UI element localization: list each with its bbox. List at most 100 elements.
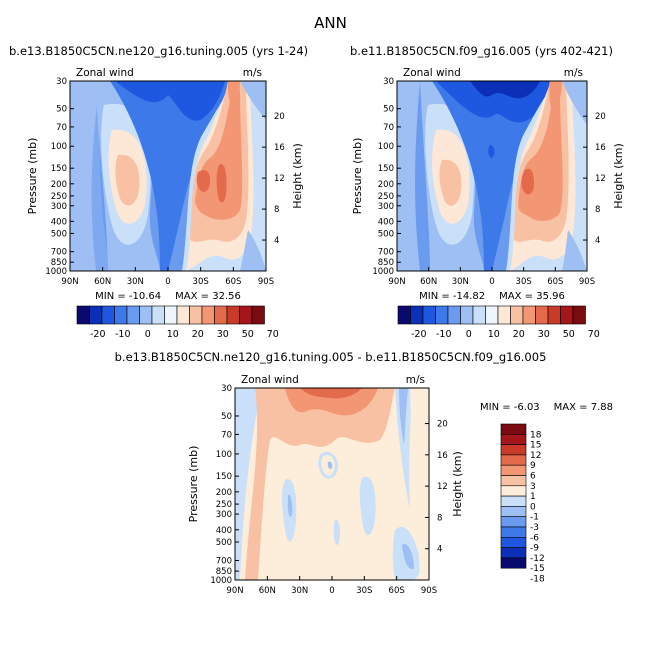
contour-fill (110, 81, 232, 271)
colorbar-label: 15 (530, 441, 541, 451)
colorbar-swatch (410, 305, 424, 325)
y-tick-label: 850 (378, 258, 394, 268)
y2-tick-label: 12 (274, 174, 285, 184)
colorbar-swatch (522, 305, 536, 325)
y-tick-label: 50 (221, 412, 232, 422)
panel-3-title: b.e13.B1850C5CN.ne120_g16.tuning.005 - b… (114, 350, 547, 364)
colorbar-swatch (500, 506, 527, 517)
y2-tick-label: 4 (437, 545, 442, 555)
colorbar-label: 0 (145, 329, 151, 340)
contour-fill (245, 388, 395, 580)
y-tick-label: 70 (383, 123, 394, 133)
colorbar-swatch (500, 433, 527, 445)
colorbar-swatch (164, 305, 178, 325)
colorbar-label: -6 (530, 533, 539, 543)
y2-tick-label: 16 (595, 143, 606, 153)
colorbar-label: 12 (530, 451, 541, 461)
units-label: m/s (564, 67, 583, 79)
colorbar-swatch (422, 305, 436, 325)
x-tick-label: 90N (388, 277, 405, 287)
contour-fill (562, 230, 587, 271)
colorbar-label: 30 (538, 329, 550, 340)
y2-tick-label: 16 (274, 143, 285, 153)
y-tick-label: 1000 (372, 267, 394, 277)
colorbar-swatch (500, 516, 527, 528)
colorbar-label: 20 (513, 329, 525, 340)
contour-fill (402, 544, 414, 570)
colorbar-swatch (500, 423, 527, 435)
colorbar-label: 50 (563, 329, 575, 340)
variable-label: Zonal wind (403, 67, 461, 79)
x-tick-label: 30N (127, 277, 144, 287)
y-tick-label: 200 (378, 180, 394, 190)
contour-fill (235, 388, 262, 580)
y-tick-label: 150 (378, 164, 394, 174)
colorbar-swatch (500, 557, 527, 569)
y2-axis: 20 16 12 8 4 (425, 420, 448, 555)
min-value: -14.82 (453, 291, 485, 302)
colorbar-swatch (560, 305, 574, 325)
colorbar-swatch (114, 305, 128, 325)
colorbar-swatch (89, 305, 103, 325)
colorbar-swatch (500, 454, 527, 466)
colorbar: -20 -10 0 10 20 30 50 70 (397, 305, 600, 340)
y-tick-label: 300 (51, 202, 67, 212)
panel-1-title: b.e13.B1850C5CN.ne120_g16.tuning.005 (yr… (9, 44, 309, 58)
colorbar: -20 -10 0 10 20 30 50 70 (76, 305, 279, 340)
y-tick-label: 70 (221, 430, 232, 440)
y2-tick-label: 8 (274, 205, 279, 215)
colorbar-swatch (572, 305, 586, 325)
y2-axis: 20 16 12 8 4 (583, 112, 606, 246)
x-tick-label: 0 (489, 277, 494, 287)
contour-fill (196, 170, 210, 192)
colorbar-swatch (176, 305, 190, 325)
colorbar-swatch (76, 305, 90, 325)
colorbar-swatch (500, 464, 527, 476)
colorbar-swatch (500, 444, 527, 456)
y-tick-label: 250 (216, 500, 232, 510)
y-tick-label: 850 (216, 567, 232, 577)
y-tick-label: 250 (51, 192, 67, 202)
contour-fill (333, 519, 341, 546)
panel-2-contours (397, 81, 587, 271)
colorbar-label: 6 (530, 472, 536, 482)
colorbar-label: -20 (411, 329, 427, 340)
colorbar-swatch (535, 305, 549, 325)
contour-fill (70, 81, 112, 271)
y-tick-label: 30 (221, 384, 232, 394)
contour-fill (216, 164, 227, 203)
min-max-stat: MIN = -6.03 MAX = 7.88 (480, 402, 613, 413)
colorbar-swatch (239, 305, 253, 325)
colorbar-swatch (472, 305, 486, 325)
max-value: 7.88 (591, 402, 613, 413)
colorbar-swatch (500, 475, 527, 487)
y-tick-label: 150 (51, 164, 67, 174)
colorbar-label: -15 (530, 564, 545, 574)
contour-fill (432, 81, 555, 271)
y2-tick-label: 20 (274, 112, 285, 122)
y-tick-label: 700 (51, 248, 67, 258)
colorbar-label: -9 (530, 544, 539, 554)
x-tick-label: 90S (579, 277, 595, 287)
contour-fill (399, 388, 408, 445)
y2-tick-label: 20 (595, 112, 606, 122)
colorbar-label: -10 (115, 329, 131, 340)
x-tick-label: 90N (61, 277, 78, 287)
panel-3-contours (235, 388, 429, 580)
colorbar-swatch (151, 305, 165, 325)
units-label: m/s (406, 374, 425, 386)
min-label: MIN = (95, 291, 129, 302)
colorbar-label: 1 (530, 492, 536, 502)
variable-label: Zonal wind (241, 374, 299, 386)
colorbar-swatch (201, 305, 215, 325)
x-axis: 90N 60N 30N 0 30S 60S 90S (61, 267, 274, 287)
x-tick-label: 0 (329, 586, 334, 596)
colorbar-label: 70 (267, 329, 279, 340)
colorbar-label: 10 (167, 329, 179, 340)
x-tick-label: 90S (258, 277, 274, 287)
y2-tick-label: 12 (595, 174, 606, 184)
y2-tick-label: 4 (595, 236, 600, 246)
colorbar-swatch (500, 495, 527, 507)
